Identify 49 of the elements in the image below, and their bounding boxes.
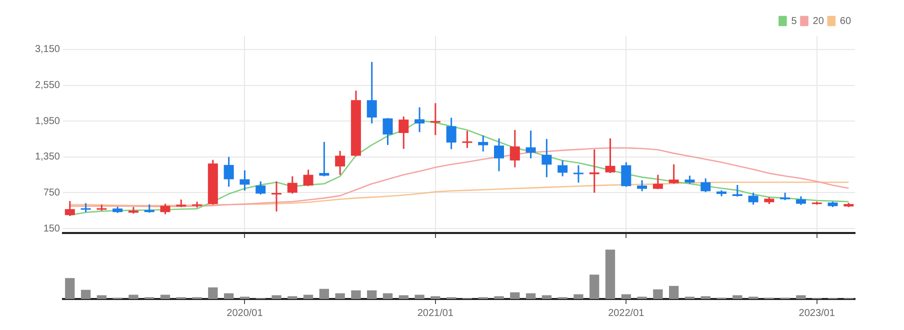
bar: [303, 294, 314, 299]
bar: [160, 294, 170, 299]
bar: [574, 294, 584, 299]
y-tick-label: 150: [43, 223, 60, 234]
candlestick: [573, 165, 584, 183]
bar: [96, 295, 107, 299]
bar: [414, 294, 424, 299]
bar: [494, 296, 504, 299]
y-tick-label: 750: [43, 187, 60, 198]
bar: [510, 292, 520, 299]
candlestick: [271, 181, 282, 212]
bar: [288, 296, 298, 299]
bar: [605, 250, 616, 299]
bar: [128, 294, 138, 299]
bar: [732, 295, 742, 299]
bar: [430, 296, 440, 299]
x-tick-label: 2022/01: [608, 308, 645, 319]
bar: [700, 296, 710, 299]
bar: [208, 287, 218, 299]
y-tick-label: 3,150: [34, 44, 60, 56]
bar: [621, 294, 631, 299]
legend-label: 60: [840, 16, 852, 27]
bar: [272, 295, 282, 299]
legend-label: 20: [812, 16, 824, 27]
bar: [590, 274, 600, 299]
y-tick-label: 1,950: [34, 116, 60, 127]
candlestick: [319, 142, 330, 176]
bar: [796, 295, 806, 299]
legend-label: 5: [791, 16, 798, 27]
bar: [668, 286, 679, 299]
bar: [319, 288, 330, 299]
bar: [80, 290, 91, 299]
x-tick-label: 2023/01: [798, 308, 836, 319]
candlestick: [462, 130, 472, 148]
bar: [542, 295, 552, 299]
bar: [653, 289, 663, 299]
bar: [65, 278, 75, 299]
candlestick: [430, 103, 440, 136]
bar: [367, 290, 377, 299]
bar: [335, 293, 345, 299]
bar: [224, 293, 234, 299]
bar: [382, 293, 393, 299]
bar: [526, 293, 536, 299]
x-tick-label: 2020/01: [226, 308, 264, 319]
y-tick-label: 2,550: [34, 80, 60, 91]
bar: [351, 290, 361, 299]
bar: [398, 295, 408, 299]
y-tick-label: 1,350: [34, 152, 60, 163]
x-tick-label: 2021/01: [417, 308, 454, 319]
